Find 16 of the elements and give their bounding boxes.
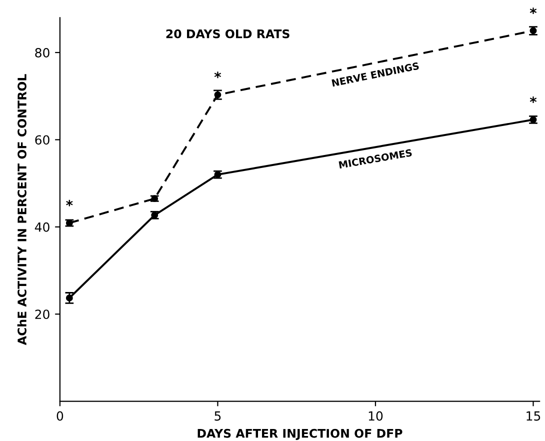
y-tick-label: 80 [35,48,50,58]
x-tick-label: 5 [214,411,221,421]
y-tick-label: 20 [35,310,50,320]
x-axis-title: DAYS AFTER INJECTION OF DFP [198,428,402,440]
text: 20 DAYS OLD RATS [166,29,290,38]
x-tick-label: 15 [526,411,540,421]
annotation: * [66,200,73,206]
text: NERVE ENDINGS [332,62,420,87]
y-axis-title: AChE ACTIVITY IN PERCENT OF CONTROL [17,74,26,346]
x-tick-label: 10 [368,411,383,421]
y-tick-label: 40 [34,222,50,232]
annotation: * [530,96,537,103]
y-tick-label: 60 [35,135,50,145]
x-tick-label: 0 [56,411,64,421]
annotation: * [214,72,222,78]
annotation: * [530,8,537,14]
